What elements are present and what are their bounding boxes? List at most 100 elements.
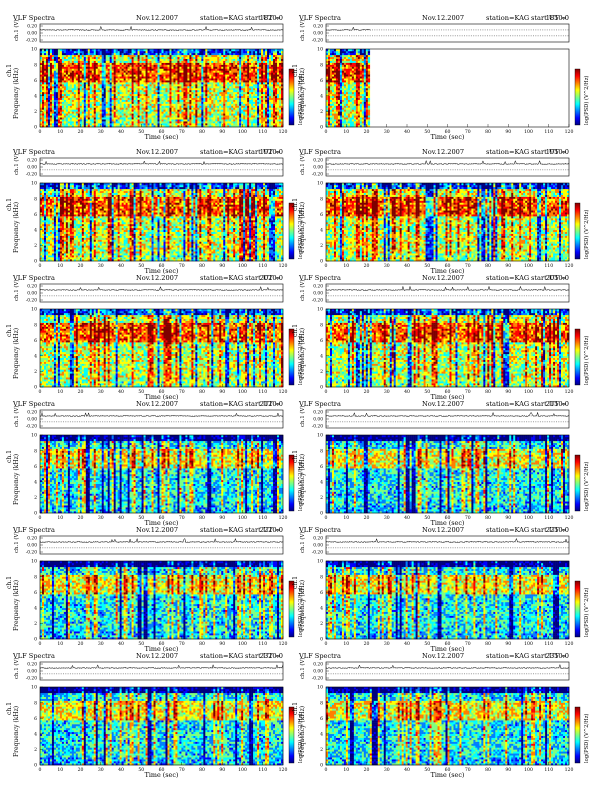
spectrogram-cell [124,69,126,71]
spectrogram-cell [118,119,120,121]
spectrogram-cell [82,72,84,74]
spectrogram-cell [138,57,140,59]
spectrogram-cell [74,65,76,67]
spectrogram-cell [118,108,120,110]
spectrogram-cell [60,104,62,106]
spectrogram-cell [76,78,78,80]
spectrogram-cell [108,106,110,108]
spectrogram-cell [84,108,86,110]
spectrogram-cell [80,57,82,59]
spectrogram-cell [110,57,112,59]
spectrogram-cell [64,113,66,115]
spectrogram-cell [76,84,78,86]
spectrogram-cell [78,115,80,117]
spectrogram-cell [82,65,84,67]
spectrogram-cell [132,106,134,108]
spectrogram-cell [80,65,82,67]
spectrogram-cell [118,74,120,76]
spectrogram-cell [50,55,52,57]
spectrogram-cell [40,102,42,104]
spectrogram-cell [108,86,110,88]
spectrogram-cell [88,100,90,102]
spectrogram-cell [68,69,70,71]
spectrogram-cell [70,104,72,106]
spectrogram-cell [88,108,90,110]
spectrogram-cell [114,53,116,55]
waveform-tick-label: -0.20 [26,39,37,44]
spectrogram-cell [136,76,138,78]
spectrogram-cell [74,123,76,125]
spectrogram-cell [120,94,122,96]
spectrogram-cell [86,80,88,82]
spectrogram-cell [102,104,104,106]
spectrogram-cell [54,106,56,108]
spectrogram-cell [44,100,46,102]
spectrogram-cell [128,117,130,119]
spectrogram-cell [136,109,138,111]
spectrogram-cell [50,115,52,117]
spectrogram-cell [90,76,92,78]
spectrogram-cell [128,100,130,102]
spectrogram-cell [116,49,118,51]
spectrogram-cell [82,90,84,92]
spectrogram-cell [48,92,50,94]
spectrogram-cell [40,65,42,67]
spectrogram-cell [64,86,66,88]
spectrogram-cell [94,59,96,61]
spectrogram-cell [64,55,66,57]
spectrogram-cell [78,84,80,86]
spectrogram-cell [136,119,138,121]
spectrogram-cell [108,111,110,113]
spectrogram-cell [94,121,96,123]
spectrogram-cell [124,121,126,123]
spectrogram-cell [136,84,138,86]
spectrogram-cell [134,61,136,63]
spectrogram-cell [96,106,98,108]
spectrogram-cell [42,72,44,74]
spectrogram-cell [76,98,78,100]
spectrogram-cell [82,123,84,125]
spectrogram-cell [82,82,84,84]
spectrogram-cell [86,98,88,100]
spectrogram-cell [72,117,74,119]
spectrogram-cell [80,108,82,110]
spectrogram-cell [88,69,90,71]
spectrogram-cell [44,96,46,98]
spectrogram-cell [122,117,124,119]
spectrogram-cell [104,49,106,51]
spectrogram-cell [112,111,114,113]
spectrogram-cell [90,123,92,125]
spectrogram-cell [74,111,76,113]
spectrogram-cell [52,67,54,69]
spectrogram-cell [82,104,84,106]
spectrogram-cell [60,78,62,80]
spectrogram-cell [126,49,128,51]
spectrogram-cell [138,119,140,121]
spectrogram-cell [92,57,94,59]
spectrogram-cell [78,100,80,102]
spectrogram-cell [44,49,46,51]
spectrogram-cell [94,102,96,104]
spectrogram-cell [82,70,84,72]
spectrogram-cell [138,102,140,104]
spectrogram-cell [98,74,100,76]
spectrogram-cell [120,119,122,121]
spectrogram-cell [118,49,120,51]
spectrogram-cell [88,55,90,57]
spectrogram-cell [70,96,72,98]
spectrogram-cell [74,96,76,98]
spectrogram-cell [118,86,120,88]
spectrogram-cell [138,59,140,61]
spectrogram-cell [78,88,80,90]
spectrogram-cell [84,90,86,92]
spectrogram-cell [66,109,68,111]
spectrogram-cell [138,88,140,90]
spectrogram-cell [62,49,64,51]
spectrogram-cell [54,90,56,92]
spectrogram-cell [132,57,134,59]
spectrogram-cell [106,86,108,88]
spectrogram-cell [68,115,70,117]
spectrogram-cell [46,119,48,121]
spectrogram-cell [108,61,110,63]
spectrogram-cell [118,70,120,72]
